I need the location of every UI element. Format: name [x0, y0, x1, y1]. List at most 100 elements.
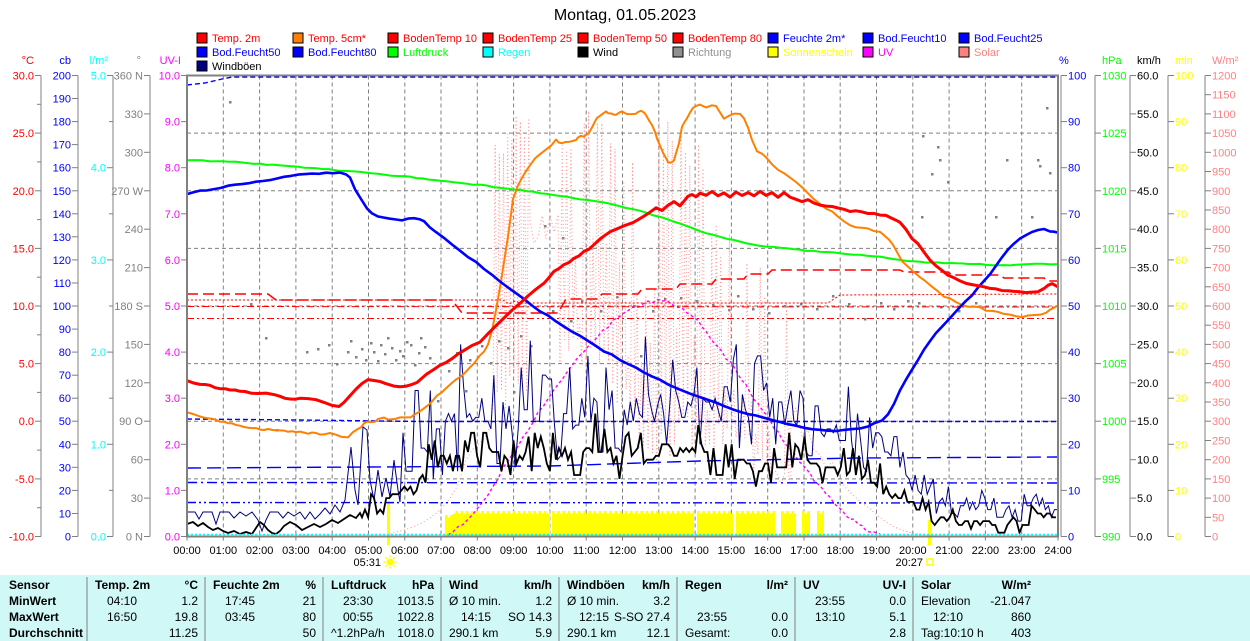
- svg-text:MaxWert: MaxWert: [9, 610, 59, 624]
- svg-text:200: 200: [53, 71, 71, 83]
- svg-text:03:45: 03:45: [225, 610, 255, 624]
- svg-text:16:50: 16:50: [107, 610, 137, 624]
- svg-text:Regen: Regen: [498, 47, 530, 59]
- svg-text:35.0: 35.0: [1137, 263, 1158, 275]
- svg-text:40: 40: [1175, 347, 1187, 359]
- svg-text:SO 14.3: SO 14.3: [508, 610, 552, 624]
- svg-text:14:15: 14:15: [461, 610, 491, 624]
- svg-text:270 W: 270 W: [111, 186, 143, 198]
- svg-text:8.0: 8.0: [165, 163, 180, 175]
- svg-text:BodenTemp 50: BodenTemp 50: [593, 33, 667, 45]
- svg-text:500: 500: [1212, 339, 1230, 351]
- svg-text:Sensor: Sensor: [9, 578, 50, 592]
- svg-text:04:10: 04:10: [107, 594, 137, 608]
- svg-text:650: 650: [1212, 282, 1230, 294]
- svg-text:20: 20: [59, 485, 71, 497]
- svg-text:550: 550: [1212, 320, 1230, 332]
- svg-text:1.2: 1.2: [181, 594, 198, 608]
- svg-text:20: 20: [1175, 439, 1187, 451]
- svg-text:BodenTemp 25: BodenTemp 25: [498, 33, 572, 45]
- svg-text:Temp. 5cm*: Temp. 5cm*: [308, 33, 367, 45]
- svg-text:%: %: [1059, 55, 1069, 67]
- svg-text:23:55: 23:55: [697, 610, 727, 624]
- svg-text:100: 100: [53, 301, 71, 313]
- svg-text:5.0: 5.0: [1137, 493, 1152, 505]
- svg-text:400: 400: [1212, 378, 1230, 390]
- svg-text:200: 200: [1212, 455, 1230, 467]
- svg-text:330: 330: [125, 109, 143, 121]
- svg-text:1000: 1000: [1102, 416, 1126, 428]
- svg-text:Sonnenschein: Sonnenschein: [783, 47, 853, 59]
- svg-text:1020: 1020: [1102, 186, 1126, 198]
- svg-text:70: 70: [59, 370, 71, 382]
- svg-text:Richtung: Richtung: [688, 47, 731, 59]
- svg-text:90 O: 90 O: [119, 416, 143, 428]
- svg-text:70: 70: [1175, 209, 1187, 221]
- svg-text:23:30: 23:30: [343, 594, 373, 608]
- svg-text:23:55: 23:55: [815, 594, 845, 608]
- svg-text:Ø 10 min.: Ø 10 min.: [449, 594, 501, 608]
- svg-text:19:00: 19:00: [863, 545, 891, 557]
- svg-text:Regen: Regen: [685, 578, 722, 592]
- svg-text:km/h: km/h: [642, 578, 670, 592]
- svg-text:Temp. 2m: Temp. 2m: [95, 578, 150, 592]
- svg-text:03:00: 03:00: [282, 545, 310, 557]
- svg-text:4.0: 4.0: [165, 347, 180, 359]
- svg-text:23:00: 23:00: [1008, 545, 1036, 557]
- svg-text:MinWert: MinWert: [9, 594, 56, 608]
- svg-text:%: %: [305, 578, 316, 592]
- svg-text:-5.0: -5.0: [15, 474, 34, 486]
- svg-text:1022.8: 1022.8: [397, 610, 434, 624]
- svg-text:120: 120: [125, 378, 143, 390]
- svg-text:30: 30: [59, 462, 71, 474]
- svg-text:Feuchte 2m*: Feuchte 2m*: [783, 33, 846, 45]
- svg-text:20.0: 20.0: [13, 186, 34, 198]
- svg-text:UV-I: UV-I: [883, 578, 906, 592]
- svg-text:0.0: 0.0: [771, 626, 788, 640]
- svg-text:°C: °C: [22, 55, 34, 67]
- svg-text:300: 300: [1212, 416, 1230, 428]
- svg-text:15.0: 15.0: [13, 243, 34, 255]
- svg-text:1.2: 1.2: [535, 594, 552, 608]
- svg-text:403: 403: [1011, 626, 1031, 640]
- svg-text:07:00: 07:00: [427, 545, 455, 557]
- svg-text:10: 10: [59, 509, 71, 521]
- svg-text:25.0: 25.0: [13, 128, 34, 140]
- svg-text:1.0: 1.0: [91, 439, 106, 451]
- svg-text:6.0: 6.0: [165, 255, 180, 267]
- svg-text:600: 600: [1212, 301, 1230, 313]
- svg-text:1150: 1150: [1212, 90, 1236, 102]
- svg-text:06:00: 06:00: [391, 545, 419, 557]
- svg-text:10:00: 10:00: [536, 545, 564, 557]
- svg-text:950: 950: [1212, 167, 1230, 179]
- svg-text:130: 130: [53, 232, 71, 244]
- svg-text:1030: 1030: [1102, 71, 1126, 83]
- svg-text:1010: 1010: [1102, 301, 1126, 313]
- svg-text:40: 40: [59, 439, 71, 451]
- svg-text:13:10: 13:10: [815, 610, 845, 624]
- svg-text:Bod.Feucht10: Bod.Feucht10: [878, 33, 947, 45]
- svg-text:Feuchte 2m: Feuchte 2m: [213, 578, 280, 592]
- svg-text:10: 10: [1175, 485, 1187, 497]
- svg-text:1005: 1005: [1102, 359, 1126, 371]
- svg-text:90: 90: [59, 324, 71, 336]
- svg-text:min: min: [1175, 55, 1193, 67]
- svg-text:S-SO 27.4: S-SO 27.4: [614, 610, 670, 624]
- svg-text:750: 750: [1212, 243, 1230, 255]
- svg-text:00:00: 00:00: [173, 545, 201, 557]
- svg-text:Wind: Wind: [593, 47, 618, 59]
- svg-text:UV: UV: [878, 47, 894, 59]
- svg-text:l/m²: l/m²: [767, 578, 788, 592]
- svg-text:250: 250: [1212, 436, 1230, 448]
- svg-text:Montag, 01.05.2023: Montag, 01.05.2023: [554, 7, 696, 24]
- svg-text:40: 40: [1068, 347, 1080, 359]
- svg-text:0: 0: [1068, 532, 1074, 544]
- svg-text:50: 50: [59, 416, 71, 428]
- svg-text:km/h: km/h: [524, 578, 552, 592]
- svg-text:11:00: 11:00: [573, 545, 600, 557]
- svg-text:60: 60: [59, 393, 71, 405]
- svg-text:10.0: 10.0: [1137, 455, 1158, 467]
- svg-text:1013.5: 1013.5: [397, 594, 434, 608]
- svg-text:°C: °C: [185, 578, 199, 592]
- svg-text:24:00: 24:00: [1044, 545, 1072, 557]
